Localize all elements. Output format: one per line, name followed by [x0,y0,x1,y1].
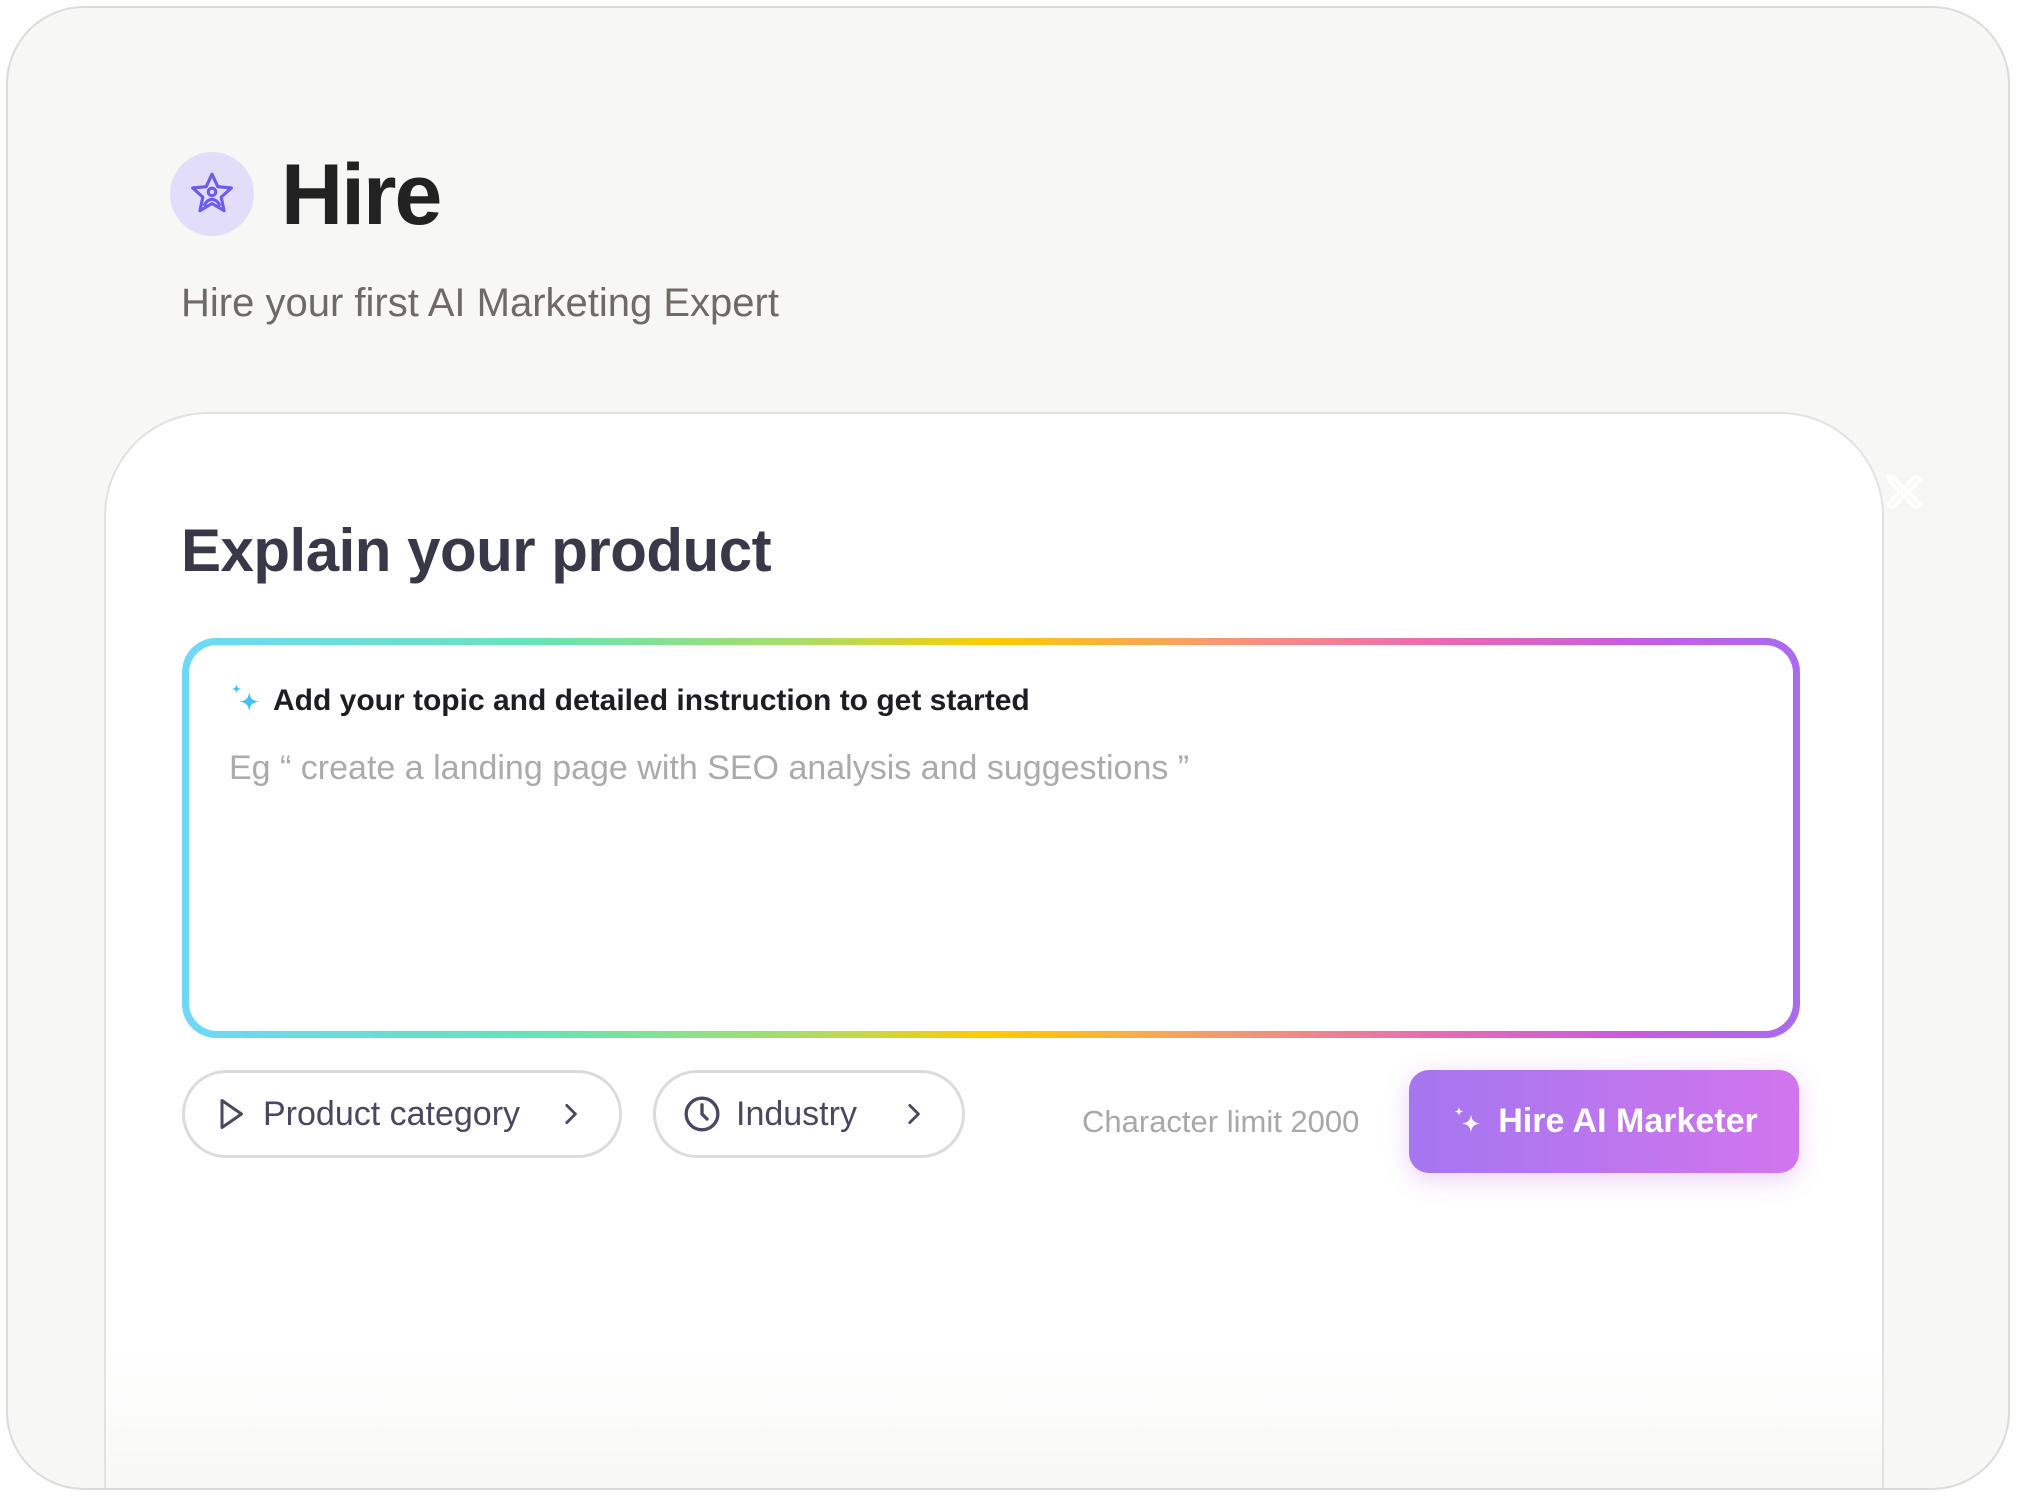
industry-label: Industry [736,1094,857,1133]
clock-icon [684,1096,720,1132]
sparkle-icon [231,684,259,712]
design-tools-icon[interactable] [1880,468,1928,516]
chevron-right-icon [908,1103,920,1125]
star-person-icon [191,172,233,213]
prompt-box: Add your topic and detailed instruction … [182,638,1800,1038]
prompt-input[interactable] [223,745,1769,1009]
character-limit: Character limit 2000 [1082,1104,1360,1139]
hire-ai-marketer-button[interactable]: Hire AI Marketer [1409,1070,1799,1173]
product-category-label: Product category [263,1094,521,1133]
product-category-button[interactable]: Product category [182,1070,622,1158]
play-icon [220,1099,243,1129]
industry-button[interactable]: Industry [653,1070,965,1158]
hire-ai-marketer-label: Hire AI Marketer [1498,1102,1758,1140]
sparkle-icon [1454,1106,1481,1132]
logo [170,152,254,236]
chevron-right-icon [565,1103,577,1125]
prompt-label: Add your topic and detailed instruction … [273,684,1030,717]
card-title: Explain your product [181,517,772,584]
page-subtitle: Hire your first AI Marketing Expert [181,281,779,325]
page-title: Hire [281,147,442,243]
